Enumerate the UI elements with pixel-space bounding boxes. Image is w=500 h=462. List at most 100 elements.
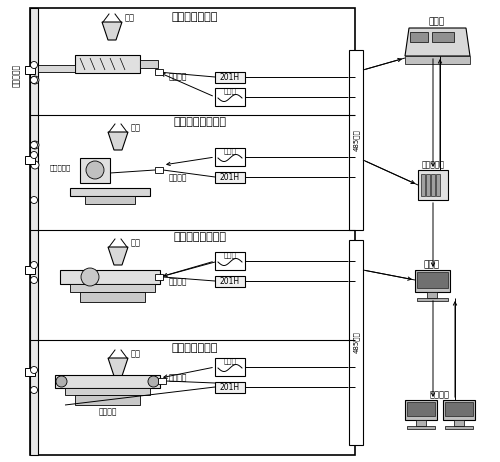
Polygon shape xyxy=(108,132,128,150)
Text: 变频器: 变频器 xyxy=(224,358,236,365)
Text: 变频器: 变频器 xyxy=(224,88,236,94)
Polygon shape xyxy=(102,22,122,40)
Circle shape xyxy=(30,276,38,284)
Text: 主控台: 主控台 xyxy=(429,18,445,26)
Text: 201H: 201H xyxy=(220,73,240,82)
Text: 螺旋输出减量秤: 螺旋输出减量秤 xyxy=(172,12,218,22)
Bar xyxy=(215,358,245,376)
Bar xyxy=(55,375,160,388)
Text: 输出皮带机: 输出皮带机 xyxy=(12,63,20,86)
Circle shape xyxy=(31,161,39,169)
Bar xyxy=(155,274,163,280)
Circle shape xyxy=(31,76,39,84)
Text: 变频器: 变频器 xyxy=(224,252,236,258)
Bar xyxy=(436,174,440,196)
Text: 料斗: 料斗 xyxy=(125,13,135,23)
Bar xyxy=(25,66,35,74)
Circle shape xyxy=(148,376,159,387)
Bar xyxy=(215,88,245,106)
Bar xyxy=(65,388,150,395)
Bar xyxy=(349,50,363,230)
Text: 叶轮给料机: 叶轮给料机 xyxy=(50,164,70,171)
Bar xyxy=(416,420,426,426)
Circle shape xyxy=(30,152,38,158)
Text: 201H: 201H xyxy=(220,277,240,286)
Text: 485总线: 485总线 xyxy=(352,129,360,151)
Text: 料斗: 料斗 xyxy=(131,238,141,248)
Text: 重量信号: 重量信号 xyxy=(169,73,187,81)
Circle shape xyxy=(81,268,99,286)
Bar xyxy=(431,174,435,196)
Circle shape xyxy=(30,261,38,268)
Bar xyxy=(80,292,145,302)
Text: 工控机: 工控机 xyxy=(424,261,440,269)
Bar xyxy=(417,298,448,301)
Text: 速度信号: 速度信号 xyxy=(169,373,187,383)
Bar xyxy=(140,60,158,68)
Bar xyxy=(215,252,245,270)
Polygon shape xyxy=(405,28,470,56)
Bar xyxy=(407,426,435,429)
Bar xyxy=(155,69,163,75)
Bar xyxy=(30,8,355,455)
Circle shape xyxy=(30,366,38,373)
Bar xyxy=(158,378,166,384)
Text: 厂际网络: 厂际网络 xyxy=(430,390,450,400)
Bar xyxy=(417,272,448,288)
Text: 重量信号: 重量信号 xyxy=(169,174,187,182)
Bar xyxy=(215,276,245,287)
Circle shape xyxy=(30,141,38,148)
Text: 叶轮给料机螺旋秤: 叶轮给料机螺旋秤 xyxy=(174,117,227,127)
Text: 可编程控制: 可编程控制 xyxy=(422,160,444,170)
Bar xyxy=(426,174,430,196)
Bar xyxy=(418,170,448,200)
Circle shape xyxy=(30,387,38,394)
Bar xyxy=(407,402,435,416)
Text: 料斗拖料皮带秤: 料斗拖料皮带秤 xyxy=(172,343,218,353)
Text: 重量信号: 重量信号 xyxy=(169,278,187,286)
Bar xyxy=(75,55,140,73)
Bar xyxy=(349,240,363,445)
Text: 料斗: 料斗 xyxy=(131,349,141,359)
Bar xyxy=(80,158,110,183)
Bar xyxy=(75,395,140,405)
Bar xyxy=(415,270,450,292)
Polygon shape xyxy=(108,247,128,265)
Bar xyxy=(70,188,150,196)
Bar xyxy=(25,156,35,164)
Bar xyxy=(25,266,35,274)
Bar xyxy=(421,174,425,196)
Bar xyxy=(405,400,437,420)
Circle shape xyxy=(30,61,38,68)
Text: 变频器: 变频器 xyxy=(224,148,236,154)
Bar xyxy=(405,56,470,64)
Bar xyxy=(215,72,245,83)
Text: 重量信号: 重量信号 xyxy=(99,407,117,417)
Bar xyxy=(454,420,464,426)
Bar xyxy=(215,172,245,183)
Circle shape xyxy=(86,161,104,179)
Bar xyxy=(85,196,135,204)
Bar xyxy=(445,426,473,429)
Text: 201H: 201H xyxy=(220,173,240,182)
Text: 料斗: 料斗 xyxy=(131,123,141,133)
Bar xyxy=(30,8,38,455)
Bar xyxy=(432,32,454,42)
Bar xyxy=(443,400,475,420)
Circle shape xyxy=(56,376,67,387)
Bar xyxy=(215,382,245,393)
Bar xyxy=(38,65,75,72)
Text: 圆盘给料机皮带秤: 圆盘给料机皮带秤 xyxy=(174,232,227,242)
Circle shape xyxy=(31,141,39,149)
Circle shape xyxy=(30,77,38,84)
Bar xyxy=(427,292,437,298)
Bar xyxy=(445,402,473,416)
Bar xyxy=(60,270,160,284)
Circle shape xyxy=(30,196,38,203)
Text: 485总线: 485总线 xyxy=(352,331,360,353)
Bar xyxy=(215,148,245,166)
Text: 201H: 201H xyxy=(220,383,240,392)
Bar xyxy=(70,284,155,292)
Bar xyxy=(410,32,428,42)
Polygon shape xyxy=(108,358,128,376)
